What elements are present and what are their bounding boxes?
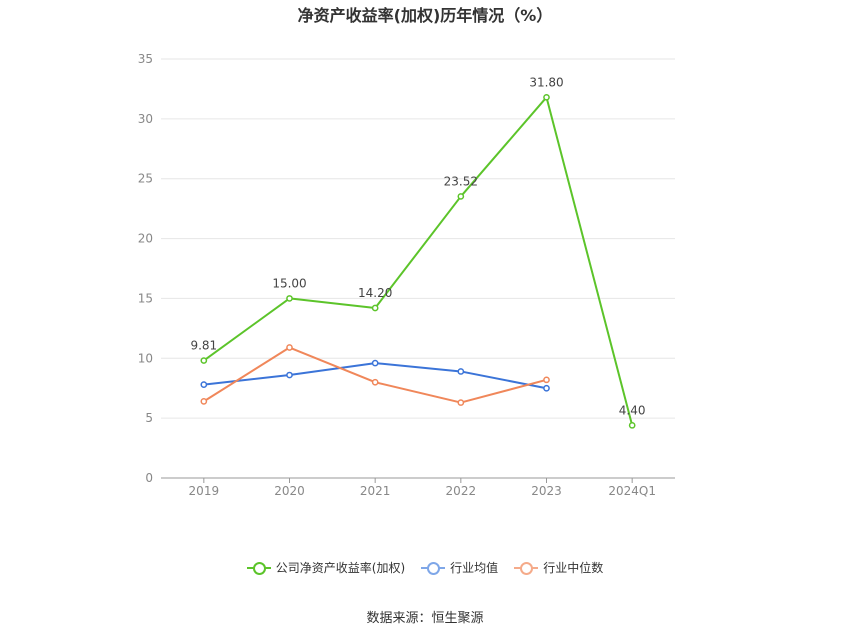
- legend-swatch-industry-median: [514, 561, 539, 575]
- data-source: 数据来源：恒生聚源: [366, 611, 484, 626]
- y-tick-label: 35: [138, 52, 153, 66]
- data-point-series-0: [371, 304, 379, 312]
- data-point-series-2: [371, 378, 379, 386]
- data-point-series-1: [543, 384, 550, 392]
- data-point-series-1: [457, 368, 465, 375]
- data-point-series-2: [286, 344, 293, 351]
- data-point-series-0: [200, 357, 208, 364]
- legend: 公司净资产收益率(加权) 行业均值 行业中位数: [0, 559, 850, 576]
- y-tick-label: 30: [138, 112, 153, 126]
- x-tick-label: 2024Q1: [608, 484, 656, 498]
- y-tick-label: 15: [138, 291, 153, 305]
- data-label: 23.52: [444, 174, 478, 188]
- series-line-0: [203, 96, 634, 426]
- y-tick-label: 20: [138, 232, 153, 246]
- legend-swatch-company: [246, 561, 271, 575]
- y-tick-label: 25: [138, 172, 153, 186]
- data-label: 4.40: [619, 403, 646, 417]
- data-point-series-2: [457, 399, 465, 406]
- data-point-series-2: [543, 376, 550, 384]
- data-label: 31.80: [529, 75, 563, 89]
- data-label: 15.00: [272, 276, 306, 290]
- data-point-series-0: [628, 421, 636, 429]
- data-point-series-0: [286, 295, 293, 302]
- data-point-series-2: [200, 398, 208, 405]
- chart-title: 净资产收益率(加权)历年情况（%）: [297, 6, 553, 25]
- legend-item-company[interactable]: 公司净资产收益率(加权): [246, 559, 406, 576]
- x-tick-label: 2022: [446, 484, 477, 498]
- x-tick-label: 2021: [360, 484, 391, 498]
- legend-label-industry-mean: 行业均值: [450, 561, 499, 575]
- y-tick-label: 5: [145, 411, 153, 425]
- legend-item-industry-mean[interactable]: 行业均值: [421, 559, 498, 576]
- legend-label-company: 公司净资产收益率(加权): [275, 561, 406, 575]
- series-line-2: [203, 346, 547, 404]
- x-tick-label: 2020: [274, 484, 305, 498]
- data-label: 9.81: [190, 339, 217, 353]
- data-point-series-1: [286, 371, 293, 379]
- y-tick-label: 10: [138, 351, 153, 365]
- legend-item-industry-median[interactable]: 行业中位数: [514, 559, 603, 576]
- legend-swatch-industry-mean: [421, 561, 446, 575]
- y-tick-label: 0: [145, 471, 153, 485]
- data-label: 14.20: [358, 286, 392, 300]
- x-tick-label: 2019: [189, 484, 220, 498]
- data-point-series-1: [371, 359, 379, 367]
- data-point-series-0: [457, 193, 465, 200]
- x-tick-label: 2023: [531, 484, 562, 498]
- legend-label-industry-median: 行业中位数: [543, 561, 604, 575]
- data-point-series-1: [200, 381, 208, 388]
- data-point-series-0: [543, 93, 550, 101]
